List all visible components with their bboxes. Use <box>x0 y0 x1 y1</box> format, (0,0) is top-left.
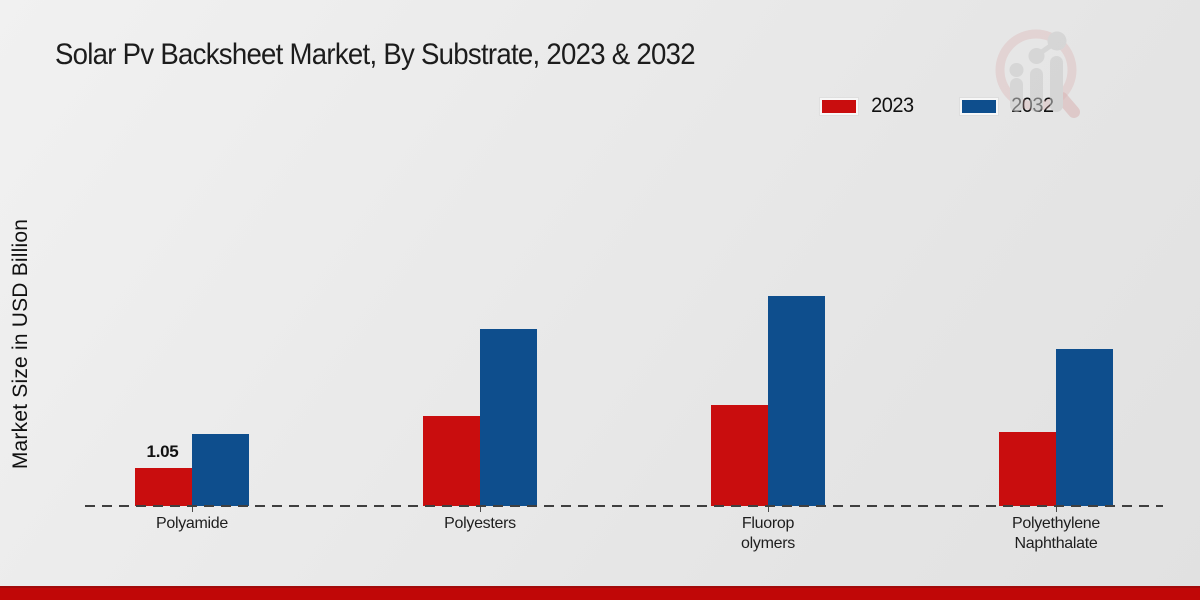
x-axis-baseline <box>85 505 1163 507</box>
category-tick <box>768 506 769 512</box>
bar-group: 1.05 <box>48 433 336 506</box>
bar-2032 <box>1056 348 1113 506</box>
legend-item-2023: 2023 <box>819 94 915 118</box>
bar-group <box>624 296 912 506</box>
magnifier-bar-chart-logo-icon <box>995 29 1080 118</box>
chart-title: Solar Pv Backsheet Market, By Substrate,… <box>55 38 696 71</box>
bar-value-label: 1.05 <box>146 442 179 461</box>
footer-accent-bar <box>0 586 1200 600</box>
category-label: Polyethylene Naphthalate <box>1011 515 1101 552</box>
bar-2032 <box>768 296 825 506</box>
bar-2032 <box>192 433 249 506</box>
y-axis-label: Market Size in USD Billion <box>9 218 32 470</box>
bar-2032 <box>480 328 537 506</box>
bar-2023 <box>711 404 768 506</box>
category-cell: Fluorop olymers <box>624 506 912 554</box>
category-label: Polyesters <box>444 515 516 532</box>
plot-area: 1.05 <box>48 0 1200 506</box>
category-cell: Polyethylene Naphthalate <box>912 506 1200 554</box>
category-tick <box>192 506 193 512</box>
category-tick <box>480 506 481 512</box>
legend-swatch-2032-icon <box>960 97 999 115</box>
bar-2023: 1.05 <box>135 442 192 506</box>
bar-2023 <box>999 431 1056 506</box>
bar-2023 <box>423 415 480 506</box>
category-tick <box>1056 506 1057 512</box>
legend-swatch-2023-icon <box>819 97 858 115</box>
bar-group <box>912 348 1200 506</box>
bar-group <box>336 328 624 506</box>
category-label: Fluorop olymers <box>741 515 795 552</box>
category-cell: Polyesters <box>336 506 624 534</box>
legend-label-2023: 2023 <box>870 94 914 117</box>
category-label: Polyamide <box>155 515 228 532</box>
category-cell: Polyamide <box>48 506 336 534</box>
